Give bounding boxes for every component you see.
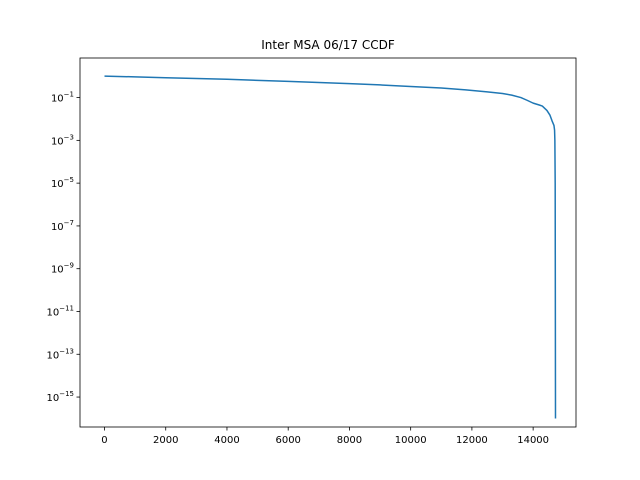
x-tick-label: 14000	[517, 435, 549, 446]
x-tick-label: 8000	[337, 435, 362, 446]
y-tick-label: 10−15	[46, 390, 74, 404]
x-tick-label: 0	[101, 435, 107, 446]
y-tick-label: 10−3	[51, 133, 74, 147]
x-tick-label: 12000	[456, 435, 488, 446]
y-tick-label: 10−5	[51, 176, 74, 190]
plot-frame	[79, 57, 577, 428]
x-tick-label: 2000	[153, 435, 178, 446]
x-tick-label: 10000	[395, 435, 427, 446]
x-tick-label: 6000	[275, 435, 300, 446]
y-tick-label: 10−1	[51, 91, 74, 105]
series-line-0	[104, 75, 557, 419]
x-axis: 0 2000 4000 6000 8000 10000 12000 14000	[101, 427, 549, 446]
x-tick-label: 4000	[214, 435, 239, 446]
y-axis: 10−1 10−3 10−5 10−7 10−9 10−11 10−13 10−15	[46, 91, 80, 404]
plot-area	[104, 75, 557, 419]
chart-title: Inter MSA 06/17 CCDF	[261, 38, 395, 52]
y-tick-label: 10−13	[46, 347, 74, 361]
y-tick-label: 10−11	[46, 304, 74, 318]
y-tick-label: 10−9	[51, 262, 74, 276]
y-tick-label: 10−7	[51, 219, 74, 233]
